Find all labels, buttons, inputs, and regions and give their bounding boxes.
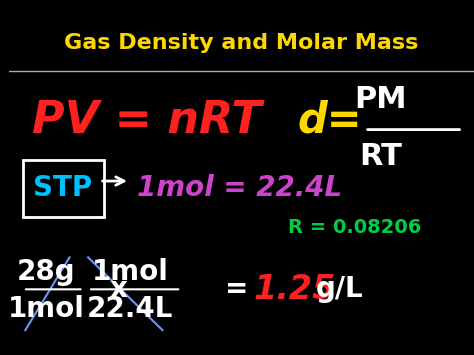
- Text: 1mol: 1mol: [8, 295, 85, 323]
- Text: PV = nRT: PV = nRT: [32, 99, 262, 142]
- Text: 1.25: 1.25: [253, 273, 336, 306]
- Text: 22.4L: 22.4L: [87, 295, 173, 323]
- Text: 1mol = 22.4L: 1mol = 22.4L: [137, 174, 342, 202]
- Text: R = 0.08206: R = 0.08206: [288, 218, 421, 237]
- Text: RT: RT: [360, 142, 402, 171]
- Text: 28g: 28g: [17, 258, 75, 285]
- Text: x: x: [109, 275, 127, 303]
- Text: 1mol: 1mol: [91, 258, 168, 285]
- Text: =: =: [225, 275, 248, 303]
- Text: g/L: g/L: [316, 275, 364, 303]
- Text: Gas Density and Molar Mass: Gas Density and Molar Mass: [64, 33, 419, 53]
- Text: PM: PM: [355, 85, 407, 114]
- Text: d=: d=: [297, 100, 362, 142]
- Text: STP: STP: [33, 174, 92, 202]
